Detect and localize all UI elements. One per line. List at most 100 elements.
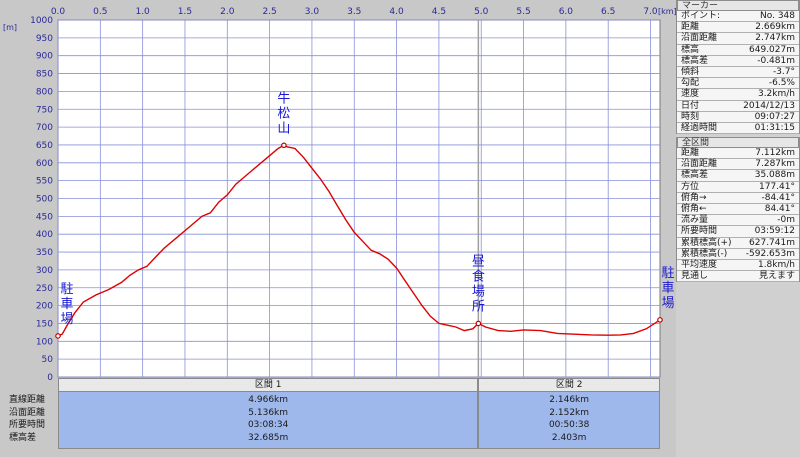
elevation-chart[interactable]: 0 50 100 150 200 250 300 350 400 450 500 550 600 650 7…: [0, 0, 676, 457]
total-row-key: 所要時間: [681, 226, 718, 237]
segment-column[interactable]: 区間 1 4.966km 5.136km 03:08:34 32.685m: [58, 378, 479, 449]
segment-value: 00:50:38: [548, 420, 590, 430]
waypoint-marker: [657, 317, 663, 323]
marker-row-value: -6.5%: [768, 78, 795, 89]
waypoint-label-char: 車: [661, 281, 674, 296]
marker-row-value: No. 348: [760, 11, 795, 21]
x-tick-label: 5.0: [474, 7, 489, 17]
y-tick-label: 600: [36, 159, 53, 169]
total-row: 累積標高(+) 627.741m: [677, 237, 799, 249]
x-tick-label: 7.0: [643, 7, 658, 17]
y-tick-label: 50: [42, 355, 54, 365]
total-row: 累積標高(-) -592.653m: [677, 248, 799, 260]
total-row: 方位 177.41°: [677, 181, 799, 193]
waypoint-label-char: 場: [661, 296, 674, 311]
total-row: 所要時間 03:59:12: [677, 226, 799, 238]
marker-row: 速度 3.2km/h: [677, 89, 799, 101]
segment-row-label: 直線距離: [9, 395, 46, 405]
x-tick-label: 6.5: [601, 7, 615, 17]
x-tick-label: 4.5: [432, 7, 446, 17]
segment-row-label: 標高差: [9, 432, 37, 443]
marker-row: 経過時間 01:31:15: [677, 122, 799, 135]
y-tick-label: 300: [36, 266, 53, 276]
y-tick-label: 450: [36, 212, 53, 222]
total-row-key: 流み量: [681, 215, 709, 226]
segment-value: 4.966km: [248, 395, 289, 405]
x-tick-label: 4.0: [389, 7, 404, 17]
marker-row-key: 時刻: [681, 111, 700, 122]
marker-row-value: 01:31:15: [754, 122, 795, 133]
y-tick-label: 900: [36, 52, 53, 62]
segment-header[interactable]: 区間 2: [478, 378, 660, 392]
x-tick-label: 2.0: [220, 7, 235, 17]
waypoint-label-char: 駐: [60, 282, 73, 297]
marker-panel-title: マーカー: [677, 0, 799, 11]
total-row-value: 7.112km: [755, 148, 795, 159]
marker-row-key: 勾配: [681, 78, 700, 89]
total-row: 標高差 35.088m: [677, 170, 799, 182]
total-row-value: 03:59:12: [754, 226, 795, 237]
elevation-profile-svg[interactable]: 0 50 100 150 200 250 300 350 400 450 500 550 600 650 7…: [0, 0, 676, 457]
y-tick-label: 550: [36, 177, 53, 187]
segment-row-labels: 直線距離沿面距離所要時間標高差: [0, 394, 58, 444]
total-row-value: 7.287km: [755, 159, 795, 170]
waypoint-label-char: 松: [277, 106, 290, 121]
segment-table[interactable]: 区間 1 4.966km 5.136km 03:08:34 32.685m 区間 2 2.1…: [58, 378, 660, 449]
total-row: 俯角← 84.41°: [677, 204, 799, 216]
marker-row: ポイント: No. 348: [677, 11, 799, 23]
waypoint-label-char: 食: [472, 268, 485, 284]
marker-row: 距離 2.669km: [677, 22, 799, 34]
y-tick-label: 1000: [30, 16, 53, 26]
marker-panel: マーカー ポイント: No. 348 距離 2.669km 沿面距離 2.747km 標高 6…: [676, 0, 800, 135]
marker-row: 傾斜 -3.7°: [677, 66, 799, 79]
waypoint-label-char: 車: [60, 297, 73, 312]
segment-header[interactable]: 区間 1: [58, 378, 479, 392]
marker-row-key: 傾斜: [681, 66, 700, 77]
waypoint-marker: [55, 333, 61, 339]
x-unit-label: [km]: [658, 7, 676, 16]
marker-row: 標高 649.027m: [677, 44, 799, 56]
info-sidebar: マーカー ポイント: No. 348 距離 2.669km 沿面距離 2.747km 標高 6…: [676, 0, 800, 457]
marker-row-value: 09:07:27: [754, 111, 795, 122]
x-tick-label: 5.5: [516, 7, 530, 17]
y-tick-label: 400: [36, 230, 53, 240]
marker-row-key: ポイント:: [681, 11, 721, 21]
marker-row-value: 2.747km: [755, 33, 795, 44]
marker-row-key: 標高差: [681, 55, 709, 66]
segment-row-label: 沿面距離: [9, 407, 46, 418]
total-row: 沿面距離 7.287km: [677, 159, 799, 171]
marker-row-key: 沿面距離: [681, 33, 718, 44]
x-tick-label: 0.5: [93, 7, 107, 17]
marker-row-key: 日付: [681, 100, 700, 111]
segment-row-label: 所要時間: [9, 420, 46, 430]
marker-row-key: 経過時間: [681, 122, 718, 133]
x-tick-label: 3.0: [305, 7, 320, 17]
total-row: 流み量 -0m: [677, 215, 799, 227]
y-tick-label: 850: [36, 70, 53, 80]
marker-row: 標高差 -0.481m: [677, 55, 799, 67]
waypoint-marker: [475, 320, 482, 327]
y-tick-label: 950: [36, 34, 53, 44]
total-row-key: 距離: [681, 148, 700, 159]
elevation-line: [57, 144, 661, 337]
total-row-value: 84.41°: [764, 204, 795, 214]
total-row: 距離 7.112km: [677, 148, 799, 160]
total-row-key: 沿面距離: [681, 159, 718, 170]
total-row-key: 累積標高(-): [681, 248, 728, 259]
x-tick-label: 1.5: [178, 7, 192, 17]
marker-row-value: 3.2km/h: [757, 89, 795, 100]
y-tick-label: 700: [36, 123, 53, 133]
marker-row: 勾配 -6.5%: [677, 78, 799, 90]
total-row-key: 標高差: [681, 170, 709, 181]
marker-row-value: 649.027m: [749, 44, 795, 55]
total-row: 俯角→ -84.41°: [677, 192, 799, 204]
x-tick-label: 0.0: [51, 7, 66, 17]
total-row-key: 累積標高(+): [681, 237, 732, 248]
y-tick-label: 100: [36, 337, 53, 347]
segment-column[interactable]: 区間 2 2.146km 2.152km 00:50:38 2.403m: [478, 378, 660, 449]
y-tick-label: 150: [36, 319, 53, 329]
y-tick-label: 350: [36, 248, 53, 258]
total-panel: 全区間 距離 7.112km 沿面距離 7.287km 標高差 35.088m 方位 177.…: [676, 137, 800, 283]
total-row-value: -0m: [777, 215, 795, 226]
total-row: 平均速度 1.8km/h: [677, 259, 799, 272]
